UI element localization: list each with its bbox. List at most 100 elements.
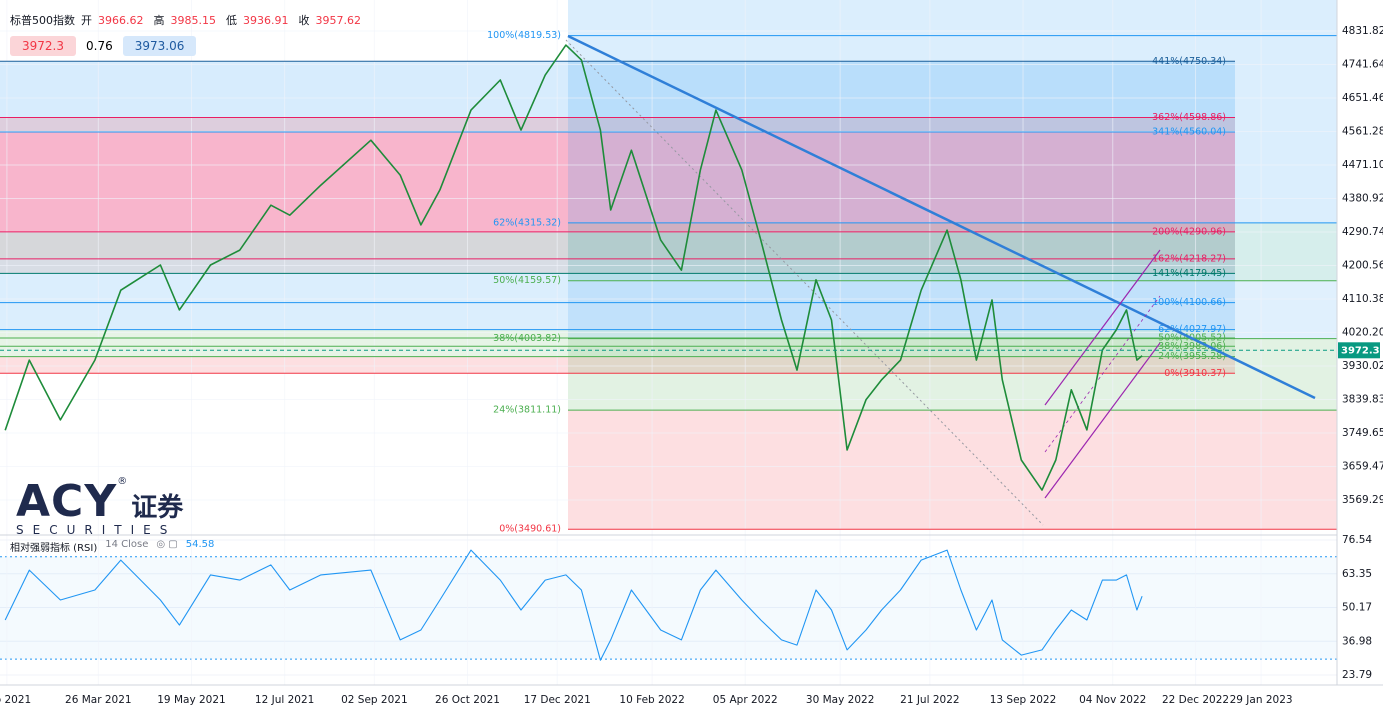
brand-name-cn: 证券 bbox=[131, 493, 184, 523]
time-tick-label: 13 Sep 2022 bbox=[990, 694, 1057, 706]
fib-level-label: 341%(4560.04) bbox=[1152, 126, 1226, 137]
channel-mid bbox=[1044, 295, 1161, 453]
time-tick-label: 05 Apr 2022 bbox=[713, 694, 778, 706]
time-tick-label: 26 Oct 2021 bbox=[435, 694, 500, 706]
fib-band bbox=[0, 258, 1235, 274]
time-tick-label: 12 Jul 2021 bbox=[255, 694, 314, 706]
fib-level-label: 100%(4819.53) bbox=[487, 30, 561, 41]
time-tick-label: 29 Jan 2023 bbox=[1230, 694, 1293, 706]
fib-band bbox=[0, 337, 1235, 347]
channel-lower bbox=[1044, 342, 1161, 499]
fib-level-label: 50%(4159.57) bbox=[493, 275, 561, 286]
price-tick-label: 4020.20 bbox=[1342, 327, 1383, 339]
price-tick-label: 3839.83 bbox=[1342, 394, 1383, 406]
fib-level-label: 24%(3811.11) bbox=[493, 405, 561, 416]
price-tick-label: 4200.56 bbox=[1342, 260, 1383, 272]
fib-level-label: 38%(3983.06) bbox=[1158, 341, 1226, 352]
time-tick-label: 02 Sep 2021 bbox=[341, 694, 408, 706]
brand-tagline: SECURITIES bbox=[16, 523, 177, 537]
fib-band bbox=[0, 231, 1235, 259]
time-tick-label: 30 May 2022 bbox=[806, 694, 874, 706]
time-tick-label: 17 Dec 2021 bbox=[524, 694, 591, 706]
ohlc-label: 收 bbox=[298, 14, 310, 27]
grid bbox=[0, 539, 1337, 676]
ohlc-value: 3985.15 bbox=[170, 13, 217, 27]
fib-band bbox=[0, 356, 1235, 374]
fib-band bbox=[0, 117, 1235, 132]
axes: 4831.82 4741.64 4651.46 4561.28 4471.10 4380.… bbox=[0, 25, 1383, 706]
symbol-header: 标普500指数 开 3966.62 高 3985.15 低 3936.91 收 3957… bbox=[10, 12, 365, 28]
fib-level-label: 100%(4100.66) bbox=[1152, 297, 1226, 308]
ohlc-label: 低 bbox=[226, 14, 237, 27]
time-tick-label: 21 Jul 2022 bbox=[900, 694, 959, 706]
price-line bbox=[4, 44, 1143, 491]
fib-band bbox=[568, 410, 1337, 530]
price-tick-label: 4831.82 bbox=[1342, 25, 1383, 37]
fib-band bbox=[568, 280, 1337, 339]
channel-upper bbox=[1044, 249, 1161, 406]
price-tick-label: 3930.02 bbox=[1342, 360, 1383, 372]
rsi-tick-label: 76.54 bbox=[1342, 534, 1372, 546]
fib-level-label: 38%(4003.82) bbox=[493, 333, 561, 344]
last-price-label: 3972.30 bbox=[1341, 345, 1383, 356]
time-tick-label: 19 May 2021 bbox=[157, 694, 225, 706]
fib-band bbox=[0, 61, 1235, 118]
fib-band bbox=[0, 273, 1235, 303]
fib-level-label: 0%(3910.37) bbox=[1164, 368, 1226, 379]
price-tick-label: 4380.92 bbox=[1342, 193, 1383, 205]
price-tick-label: 4651.46 bbox=[1342, 92, 1383, 104]
rsi-icons[interactable]: ◎ ▢ bbox=[156, 539, 178, 550]
last-price-marker bbox=[1338, 342, 1380, 359]
rsi-params: 14 Close bbox=[105, 539, 149, 550]
rsi-band bbox=[0, 556, 1337, 660]
brand-logo: ACY®证券 SECURITIES bbox=[16, 476, 183, 537]
rsi-value: 54.58 bbox=[185, 539, 215, 550]
fib-trend-line bbox=[565, 39, 1044, 526]
fib-band bbox=[568, 0, 1337, 36]
fib-level-label: 162%(4218.27) bbox=[1152, 253, 1226, 264]
fib-band bbox=[0, 329, 1235, 338]
fib-level-label: 141%(4179.45) bbox=[1152, 268, 1226, 279]
bid-button[interactable]: 3972.3 bbox=[10, 36, 76, 56]
fib-level-label: 200%(4290.96) bbox=[1152, 226, 1226, 237]
spread: 0.76 bbox=[86, 39, 113, 53]
rsi-title: 相对强弱指标 (RSI) bbox=[10, 543, 98, 554]
series bbox=[0, 44, 1337, 661]
fib-bands bbox=[0, 0, 1337, 530]
ohlc-label: 高 bbox=[153, 14, 165, 27]
time-tick-label: 04 Nov 2022 bbox=[1079, 694, 1146, 706]
ohlc-value: 3957.62 bbox=[315, 13, 362, 27]
quote-row: 3972.3 0.76 3973.06 bbox=[10, 36, 197, 56]
price-tick-label: 4290.74 bbox=[1342, 226, 1383, 238]
time-tick-label: 10 Feb 2022 bbox=[619, 694, 684, 706]
symbol-title: 标普500指数 bbox=[10, 14, 75, 27]
fib-band bbox=[0, 302, 1235, 330]
ohlc-value: 3966.62 bbox=[98, 13, 144, 27]
price-tick-label: 4471.10 bbox=[1342, 159, 1383, 171]
price-tick-label: 4741.64 bbox=[1342, 59, 1383, 71]
fib-band bbox=[0, 131, 1235, 232]
ohlc-label: 开 bbox=[81, 14, 92, 27]
fib-level-label: 24%(3955.28) bbox=[1158, 351, 1226, 362]
rsi-tick-label: 50.17 bbox=[1342, 602, 1372, 614]
price-tick-label: 3749.65 bbox=[1342, 427, 1383, 439]
price-tick-label: 3659.47 bbox=[1342, 461, 1383, 473]
ohlc-value: 3936.91 bbox=[243, 13, 289, 27]
time-tick-label: Feb 2021 bbox=[0, 694, 31, 706]
rsi-line bbox=[4, 549, 1143, 661]
rsi-tick-label: 63.35 bbox=[1342, 568, 1372, 580]
fib-level-label: 362%(4598.86) bbox=[1152, 112, 1226, 123]
fib-level-label: 62%(4027.97) bbox=[1158, 324, 1226, 335]
fib-level-label: 441%(4750.34) bbox=[1152, 56, 1226, 67]
rsi-header: 相对强弱指标 (RSI) 14 Close ◎ ▢ 54.58 bbox=[10, 539, 214, 554]
brand-mark: ® bbox=[117, 476, 128, 487]
trend-line bbox=[567, 34, 1316, 400]
rsi-tick-label: 36.98 bbox=[1342, 635, 1372, 647]
drawings bbox=[565, 34, 1316, 526]
price-tick-label: 4561.28 bbox=[1342, 126, 1383, 138]
price-tick-label: 3569.29 bbox=[1342, 494, 1383, 506]
fib-level-label: 0%(3490.61) bbox=[499, 524, 561, 535]
ask-button[interactable]: 3973.06 bbox=[122, 36, 197, 56]
